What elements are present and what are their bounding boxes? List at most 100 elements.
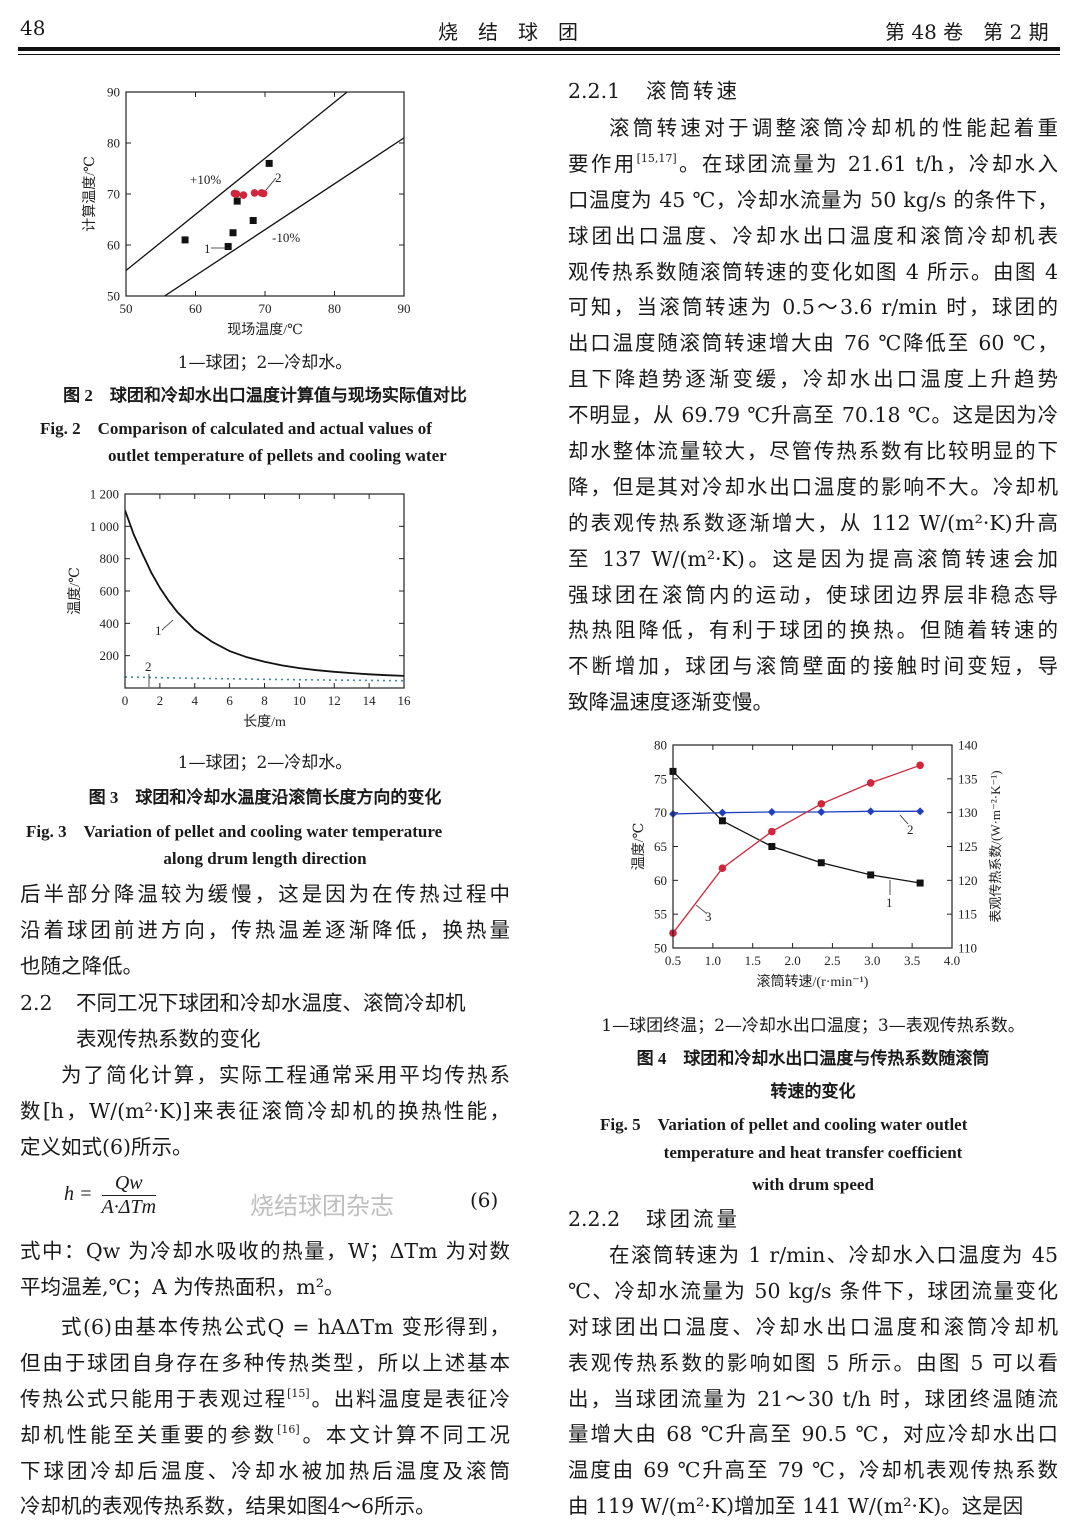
figure-4-title-en-2: temperature and heat transfer coefficien…	[663, 1143, 963, 1162]
section-2-2-2-number: 2.2.2	[568, 1207, 621, 1231]
section-2-2-number: 2.2	[20, 991, 53, 1015]
equation-denominator: A·ΔTm	[101, 1196, 157, 1218]
figure-4-title-cn-2: 转速的变化	[770, 1082, 856, 1101]
x-tick-label: 6	[226, 693, 233, 708]
plot-area	[126, 92, 404, 296]
equation-fraction: Qw A·ΔTm	[101, 1172, 157, 1219]
data-point-square	[817, 859, 825, 867]
text-line: 传热公式只能用于表观过程[15]。出料温度是表征冷	[20, 1386, 511, 1411]
reference-line	[126, 92, 349, 272]
text-line: 出口温度随滚筒转速增大由 76 ℃降低至 60 ℃，	[568, 331, 1058, 356]
text-line: 沿着球团前进方向，传热温差逐渐降低，换热量	[20, 917, 510, 942]
text-line: 量增大由 68 ℃升高至 90.5 ℃，对应冷却水出口	[568, 1422, 1058, 1447]
text-line: 至 137 W/(m²·K)。这是因为提高滚筒转速会加	[568, 546, 1058, 571]
figure-4-legend: 1—球团终温；2—冷却水出口温度；3—表观传热系数。	[601, 1016, 1025, 1036]
figure-4-title-cn-1: 图 4 球团和冷却水出口温度与传热系数随滚筒	[636, 1049, 990, 1068]
figure-2-legend: 1—球团；2—冷却水。	[177, 353, 353, 373]
text-line: 式中：Qw 为冷却水吸收的热量，W；ΔTm 为对数	[20, 1239, 510, 1263]
y2-tick-label: 115	[958, 907, 977, 922]
data-point-circle	[232, 190, 241, 198]
y-tick-label: 1 200	[90, 487, 119, 502]
data-point-diamond	[866, 807, 875, 816]
data-point-circle	[817, 800, 826, 808]
text-line: ℃、冷却水流量为 50 kg/s 条件下，球团流量变化	[568, 1278, 1058, 1303]
paragraph-outlet-temperature: 式(6)由基本传热公式Q = hAΔTm 变形得到， 但由于球团自身存在多种传热类…	[20, 1310, 510, 1525]
y-tick-label: 90	[107, 85, 120, 100]
y-tick-label: 55	[654, 907, 667, 922]
text-line: 冷却机的表观传热系数，结果如图4～6所示。	[20, 1494, 436, 1519]
text-line: 不明显，从 69.79 ℃升高至 70.18 ℃。这是因为冷	[568, 403, 1058, 428]
y-tick-label: 70	[654, 805, 667, 820]
series-line-2	[125, 676, 404, 682]
data-point-circle	[718, 864, 727, 872]
x-tick-label: 2.0	[784, 953, 800, 968]
citation: [16]	[277, 1422, 300, 1436]
plot-area	[125, 509, 404, 682]
x-tick-label: 0.5	[665, 953, 681, 968]
text-line: 观传热系数随滚筒转速的变化如图 4 所示。由图 4	[568, 259, 1058, 284]
text-line: 球团出口温度、冷却水出口温度和滚筒冷却机表	[568, 223, 1058, 248]
figure-3-title-cn: 图 3 球团和冷却水温度沿滚筒长度方向的变化	[88, 788, 442, 807]
section-2-2-title-2: 表观传热系数的变化	[76, 1027, 261, 1051]
data-point-diamond	[817, 807, 826, 816]
figure-4-chart: 0.5 1.0 1.5 2.0 2.5 3.0 3.5 4.05055606570758011…	[631, 738, 1003, 991]
data-point-square	[265, 159, 273, 167]
x-axis-label: 现场温度/℃	[227, 322, 303, 338]
annotation-leader	[161, 619, 174, 631]
text-line: 却机性能至关重要的参数[16]。本文计算不同工况	[20, 1422, 511, 1447]
x-tick-label: 12	[328, 693, 341, 708]
x-tick-label: 16	[398, 693, 412, 708]
equation-variables: 式中：Qw 为冷却水吸收的热量，W；ΔTm 为对数 平均温差,℃；A 为传热面积，…	[20, 1234, 510, 1306]
text-line: 数[h，W/(m²·K)]来表征滚筒冷却机的换热性能，	[20, 1098, 510, 1123]
y2-tick-label: 135	[958, 771, 978, 786]
section-2-2-1-title: 滚筒转速	[646, 79, 740, 103]
text-line: 但由于球团自身存在多种传热类型，所以上述基本	[20, 1350, 510, 1375]
x-tick-label: 60	[189, 301, 202, 316]
figure-2-chart: 50 60 70 80 90 50 60 70 80 90 现场温度/℃ 计算温度/℃ +10% -10%…	[82, 85, 411, 339]
text-line: 表观传热系数的影响如图 5 所示。由图 5 可以看	[568, 1350, 1058, 1375]
paragraph-pellet-flow: 在滚筒转速为 1 r/min、冷却水入口温度为 45 ℃、冷却水流量为 50 kg…	[568, 1238, 1058, 1525]
x-tick-label: 90	[398, 301, 411, 316]
header-rule	[18, 47, 1060, 51]
data-point-square	[224, 243, 232, 251]
y2-axis-label: 表观传热系数/(W·m⁻²·K⁻¹)	[988, 770, 1003, 922]
y-axis-label: 温度/℃	[67, 567, 83, 615]
x-tick-label: 3.5	[904, 953, 920, 968]
y-tick-label: 75	[654, 771, 667, 786]
x-tick-label: 2.5	[824, 953, 840, 968]
text-line: 致降温速度逐渐变慢。	[568, 690, 773, 715]
x-tick-label: 70	[259, 301, 272, 316]
y-tick-label: 50	[107, 289, 120, 304]
y-tick-label: 80	[107, 136, 120, 151]
header-rule-thin	[18, 54, 1060, 55]
text-line: 要作用[15,17]。在球团流量为 21.61 t/h，冷却水入	[568, 151, 1058, 176]
plot-frame	[672, 744, 953, 949]
y2-tick-label: 125	[958, 839, 978, 854]
data-point-circle	[768, 827, 776, 836]
annotation-label: +10%	[190, 172, 221, 187]
y-tick-label: 50	[654, 941, 667, 956]
y-tick-label: 400	[100, 616, 120, 631]
data-point-square	[181, 236, 189, 244]
data-point-square	[229, 229, 237, 237]
watermark: 烧结球团杂志	[250, 1192, 394, 1220]
plot-frame	[124, 493, 405, 689]
plot-frame	[125, 91, 405, 297]
page-number: 48	[20, 16, 46, 40]
text-line: 热热阻降低，有利于球团的换热。但随着转速的	[568, 618, 1058, 643]
data-point-diamond	[767, 807, 776, 816]
annotation-label: 3	[705, 909, 712, 924]
paragraph-drum-speed: 滚筒转速对于调整滚筒冷却机的性能起着重 要作用[15,17]。在球团流量为 21.…	[568, 111, 1058, 721]
equation-6: h = Qw A·ΔTm	[64, 1172, 157, 1219]
y-tick-label: 70	[107, 187, 120, 202]
annotation-label: 2	[145, 659, 152, 674]
journal-name: 烧 结 球 团	[438, 20, 578, 44]
y-axis-label: 计算温度/℃	[82, 156, 98, 232]
x-tick-label: 0	[122, 693, 129, 708]
data-point-diamond	[718, 808, 727, 817]
y2-tick-label: 130	[958, 805, 978, 820]
text-line: 出，当球团流量为 21～30 t/h 时，球团终温随流	[568, 1386, 1058, 1411]
left-continuation-paragraph: 后半部分降温较为缓慢，这是因为在传热过程中 沿着球团前进方向，传热温差逐渐降低，换…	[20, 877, 510, 985]
series-line-2	[673, 810, 921, 815]
